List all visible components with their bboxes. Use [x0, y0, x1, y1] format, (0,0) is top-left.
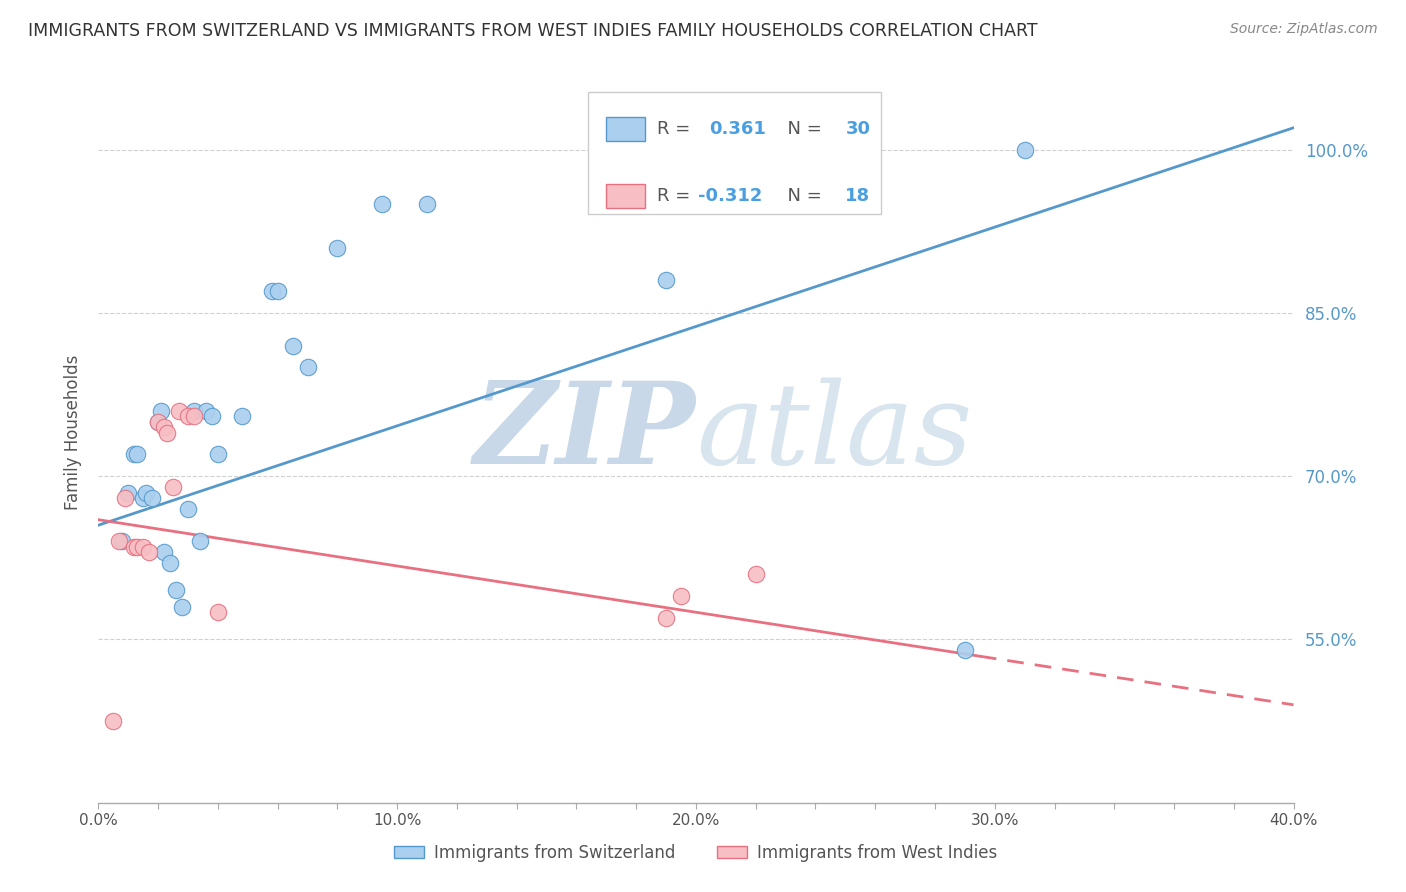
- Point: [183, 404, 205, 418]
- Point: [127, 447, 149, 461]
- Text: -0.312: -0.312: [699, 186, 762, 204]
- Point: [188, 534, 211, 549]
- Point: [148, 415, 170, 429]
- Point: [267, 284, 290, 298]
- Point: [745, 567, 768, 582]
- Point: [135, 485, 157, 500]
- Point: [162, 480, 184, 494]
- FancyBboxPatch shape: [606, 184, 644, 208]
- Point: [669, 589, 692, 603]
- Point: [231, 409, 253, 424]
- Point: [156, 425, 179, 440]
- Point: [132, 491, 155, 505]
- Text: 0.361: 0.361: [709, 120, 766, 138]
- Point: [153, 420, 176, 434]
- Point: [297, 360, 319, 375]
- Point: [177, 409, 200, 424]
- Point: [281, 338, 304, 352]
- Text: R =: R =: [657, 120, 696, 138]
- Point: [207, 605, 229, 619]
- Point: [177, 501, 200, 516]
- Text: IMMIGRANTS FROM SWITZERLAND VS IMMIGRANTS FROM WEST INDIES FAMILY HOUSEHOLDS COR: IMMIGRANTS FROM SWITZERLAND VS IMMIGRANT…: [28, 22, 1038, 40]
- Point: [183, 409, 205, 424]
- Point: [124, 540, 146, 554]
- Legend: Immigrants from Switzerland, Immigrants from West Indies: Immigrants from Switzerland, Immigrants …: [388, 838, 1004, 869]
- Point: [260, 284, 283, 298]
- Point: [124, 447, 146, 461]
- Point: [195, 404, 218, 418]
- Point: [165, 583, 187, 598]
- Point: [655, 273, 678, 287]
- Point: [148, 415, 170, 429]
- Point: [138, 545, 160, 559]
- Text: ZIP: ZIP: [474, 377, 696, 488]
- Point: [371, 197, 394, 211]
- FancyBboxPatch shape: [589, 92, 882, 214]
- Point: [117, 485, 139, 500]
- Text: Source: ZipAtlas.com: Source: ZipAtlas.com: [1230, 22, 1378, 37]
- Point: [953, 643, 976, 657]
- Text: N =: N =: [776, 186, 828, 204]
- Text: atlas: atlas: [696, 377, 973, 488]
- Point: [326, 241, 349, 255]
- Point: [655, 611, 678, 625]
- Point: [150, 404, 173, 418]
- Point: [153, 545, 176, 559]
- Point: [132, 540, 155, 554]
- Point: [103, 714, 125, 728]
- Point: [1014, 143, 1036, 157]
- Point: [159, 556, 181, 570]
- Point: [207, 447, 229, 461]
- Text: 18: 18: [845, 186, 870, 204]
- Point: [127, 540, 149, 554]
- Point: [201, 409, 224, 424]
- FancyBboxPatch shape: [606, 117, 644, 141]
- Text: 30: 30: [845, 120, 870, 138]
- Point: [167, 404, 190, 418]
- Point: [108, 534, 131, 549]
- Text: N =: N =: [776, 120, 828, 138]
- Point: [111, 534, 134, 549]
- Point: [172, 599, 194, 614]
- Point: [141, 491, 163, 505]
- Point: [114, 491, 136, 505]
- Y-axis label: Family Households: Family Households: [65, 355, 83, 510]
- Point: [416, 197, 439, 211]
- Text: R =: R =: [657, 186, 696, 204]
